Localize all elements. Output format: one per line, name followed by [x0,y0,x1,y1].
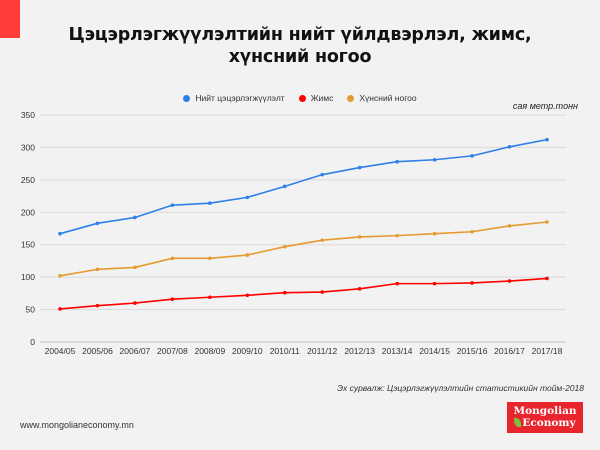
website-link[interactable]: www.mongolianeconomy.mn [20,420,134,430]
unit-label: сая метр.тонн [512,101,578,111]
source-note: Эх сурвалж: Цэцэрлэгжүүлэлтийн статистик… [337,383,584,393]
y-tick-label: 350 [21,110,35,120]
y-tick-label: 50 [26,305,36,315]
x-tick-label: 2006/07 [120,346,151,356]
data-point[interactable] [282,290,287,295]
chart-title: Цэцэрлэгжүүлэлтийн нийт үйлдвэрлэл, жимс… [60,24,540,68]
data-point[interactable] [507,144,512,149]
logo-line-2-wrap: Economy [507,417,583,429]
data-point[interactable] [357,287,362,291]
data-point[interactable] [357,165,362,170]
data-point[interactable] [545,276,549,281]
data-point[interactable] [432,231,437,236]
data-point[interactable] [432,281,437,286]
y-tick-label: 150 [21,240,35,250]
x-tick-label: 2010/11 [270,346,300,356]
legend-label-total: Нийт цэцэрлэгжүүлэлт [195,93,285,103]
accent-bar [0,0,20,38]
x-tick-label: 2015/16 [457,346,488,356]
y-tick-label: 250 [21,175,35,185]
x-tick-label: 2008/09 [194,346,225,356]
data-point[interactable] [95,303,100,308]
legend-label-fruit: Жимс [310,93,334,103]
data-point[interactable] [432,157,437,162]
series-line-2 [59,221,548,277]
data-point[interactable] [545,220,549,224]
data-point[interactable] [470,281,474,285]
data-point[interactable] [282,184,287,189]
x-tick-label: 2007/08 [157,346,188,356]
data-point[interactable] [170,297,175,301]
data-point[interactable] [507,224,512,228]
data-point[interactable] [133,215,137,220]
legend-item-total: Нийт цэцэрлэгжүүлэлт [183,93,285,103]
data-point[interactable] [470,154,474,158]
data-point[interactable] [507,279,512,283]
data-point[interactable] [545,137,549,142]
legend-marker-fruit [298,94,306,102]
data-point[interactable] [320,290,325,294]
data-point[interactable] [320,172,325,177]
legend-marker-vegetables [347,94,355,102]
x-tick-label: 2013/14 [382,346,413,356]
x-tick-label: 2011/12 [307,346,337,356]
series-line-1 [59,277,548,310]
y-tick-label: 300 [21,142,35,152]
legend-item-vegetables: Хүнсний ногоо [347,93,417,103]
logo-line-1: Mongolian [513,405,577,417]
legend-item-fruit: Жимс [298,93,334,103]
data-point[interactable] [395,281,399,286]
data-point[interactable] [170,256,175,261]
data-point[interactable] [470,229,474,234]
data-point[interactable] [208,295,212,300]
data-point[interactable] [245,195,250,200]
x-tick-label: 2009/10 [232,346,263,356]
data-point[interactable] [58,307,62,311]
leaf-icon [514,418,522,427]
legend-marker-total [183,94,191,102]
x-tick-label: 2005/06 [82,346,113,356]
x-tick-label: 2014/15 [419,346,450,356]
x-tick-label: 2016/17 [494,346,525,356]
data-point[interactable] [245,253,250,257]
y-tick-label: 0 [30,337,35,347]
data-point[interactable] [282,244,287,249]
brand-logo: Mongolian Economy [507,402,583,433]
data-point[interactable] [58,231,62,236]
y-tick-label: 100 [21,272,35,282]
series-line-0 [59,138,548,235]
data-point[interactable] [208,256,212,261]
title-line-1: Цэцэрлэгжүүлэлтийн нийт үйлдвэрлэл, жимс… [68,25,532,45]
data-point[interactable] [320,238,325,242]
y-tick-label: 200 [21,207,35,217]
data-point[interactable] [170,203,175,207]
data-point[interactable] [133,265,137,270]
data-point[interactable] [395,159,399,164]
title-line-2: хүнсний ногоо [228,47,372,67]
legend: Нийт цэцэрлэгжүүлэлт Жимс Хүнсний ногоо [0,93,600,103]
data-point[interactable] [395,233,399,238]
data-point[interactable] [95,267,100,272]
x-tick-label: 2017/18 [532,346,563,356]
data-point[interactable] [245,293,250,298]
data-point[interactable] [133,301,137,305]
data-point[interactable] [357,235,362,239]
x-tick-label: 2012/13 [344,346,375,356]
data-point[interactable] [58,274,62,278]
legend-label-vegetables: Хүнсний ногоо [359,93,417,103]
x-tick-label: 2004/05 [45,346,76,356]
logo-line-2: Economy [522,417,576,429]
data-point[interactable] [95,221,100,226]
data-point[interactable] [208,201,212,206]
